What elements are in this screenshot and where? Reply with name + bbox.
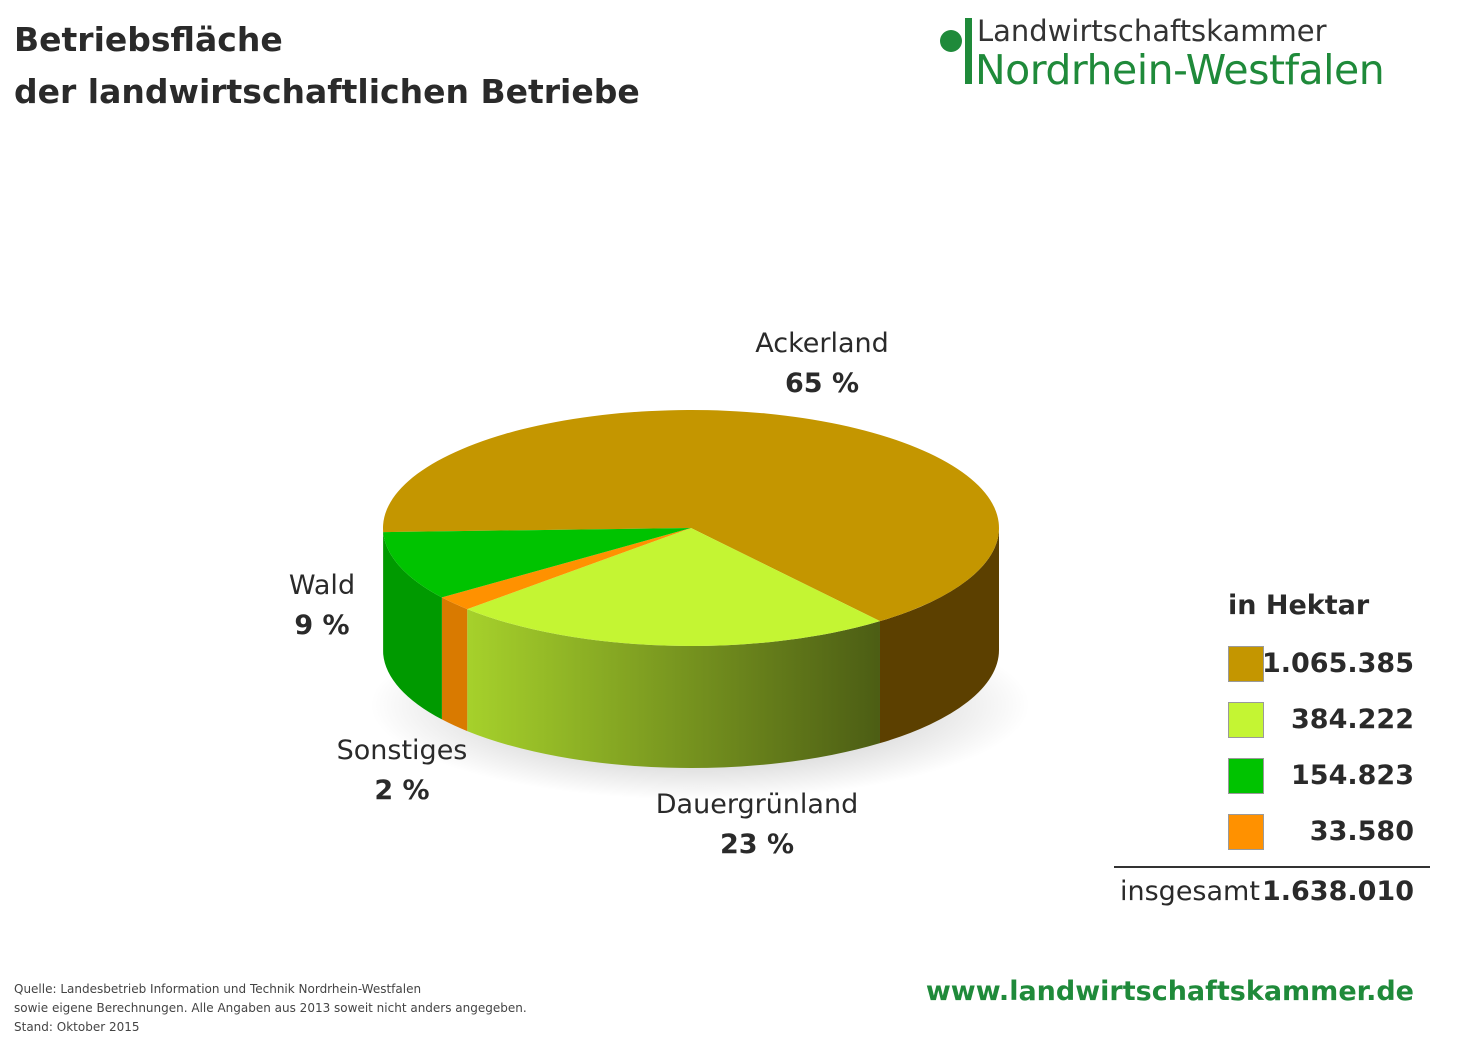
source-line-1: Quelle: Landesbetrieb Information und Te… xyxy=(14,982,422,996)
logo-line-2: Nordrhein-Westfalen xyxy=(975,46,1385,94)
logo-line-1: Landwirtschaftskammer xyxy=(977,14,1327,48)
title-line-1: Betriebsfläche xyxy=(14,20,283,59)
total-divider xyxy=(1114,866,1430,868)
chart-title: Betriebsfläche der landwirtschaftlichen … xyxy=(14,14,640,118)
legend-item: 154.823 xyxy=(1228,756,1418,812)
legend-item: 384.222 xyxy=(1228,700,1418,756)
logo-bar-icon xyxy=(965,18,972,84)
legend: 1.065.385 384.222 154.823 33.580 xyxy=(1228,644,1418,868)
legend-swatch-ackerland xyxy=(1228,646,1264,682)
logo-dot-icon xyxy=(940,30,962,52)
slice-label-dauergrünland: Dauergrünland xyxy=(656,789,858,820)
legend-title: in Hektar xyxy=(1228,590,1370,621)
slice-percent-wald: 9 % xyxy=(294,610,349,641)
legend-item: 1.065.385 xyxy=(1228,644,1418,700)
legend-swatch-dauergrünland xyxy=(1228,702,1264,738)
source-note: Quelle: Landesbetrieb Information und Te… xyxy=(14,980,527,1037)
legend-swatch-wald xyxy=(1228,758,1264,794)
source-line-2: sowie eigene Berechnungen. Alle Angaben … xyxy=(14,1001,527,1015)
legend-item: 33.580 xyxy=(1228,812,1418,868)
total-label: insgesamt xyxy=(1120,876,1260,907)
slice-label-ackerland: Ackerland xyxy=(755,328,889,359)
legend-swatch-sonstiges xyxy=(1228,814,1264,850)
logo: Landwirtschaftskammer Nordrhein-Westfale… xyxy=(938,14,1438,94)
pie-side-sonstiges xyxy=(441,597,468,732)
website-link[interactable]: www.landwirtschaftskammer.de xyxy=(925,976,1414,1007)
source-line-3: Stand: Oktober 2015 xyxy=(14,1020,140,1034)
pie-side-ackerland xyxy=(879,528,999,744)
slice-percent-dauergrünland: 23 % xyxy=(720,829,794,860)
title-line-2: der landwirtschaftlichen Betriebe xyxy=(14,72,640,111)
pie-slice-dauergrünland xyxy=(467,528,880,646)
pie-side-wald xyxy=(383,532,442,720)
pie-slice-ackerland xyxy=(383,409,999,622)
slice-percent-sonstiges: 2 % xyxy=(374,775,429,806)
slice-percent-ackerland: 65 % xyxy=(785,368,859,399)
slice-label-wald: Wald xyxy=(289,570,355,601)
pie-slice-wald xyxy=(383,528,691,598)
pie-side-dauergrünland xyxy=(467,609,880,768)
total-value: 1.638.010 xyxy=(1261,876,1414,907)
legend-value-dauergrünland: 384.222 xyxy=(1291,704,1414,735)
pie-slice-sonstiges xyxy=(441,528,691,610)
legend-value-wald: 154.823 xyxy=(1291,760,1414,791)
legend-value-sonstiges: 33.580 xyxy=(1309,816,1414,847)
slice-label-sonstiges: Sonstiges xyxy=(337,735,468,766)
legend-value-ackerland: 1.065.385 xyxy=(1261,648,1414,679)
